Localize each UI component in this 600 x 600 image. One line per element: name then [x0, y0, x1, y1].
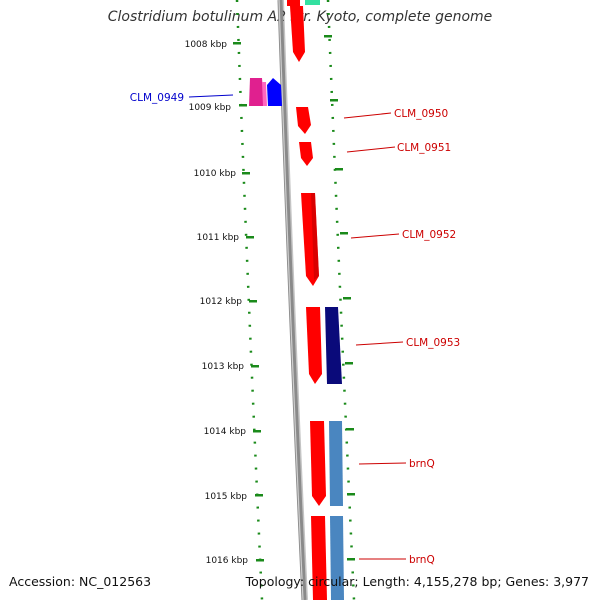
gene-feature-top-green[interactable] — [305, 0, 320, 5]
kbp-label: 1011 kbp — [197, 233, 240, 243]
gene-label-clm-0949[interactable]: CLM_0949 — [130, 92, 184, 104]
gene-feature-forward[interactable] — [290, 6, 305, 62]
gene-feature-clm-0949-magenta[interactable] — [249, 78, 264, 106]
kbp-label: 1010 kbp — [194, 169, 237, 179]
outer-minor-tick — [340, 232, 348, 235]
gene-leader-lines — [188, 94, 407, 560]
outer-minor-tick — [324, 35, 332, 38]
gene-label-clm-0953[interactable]: CLM_0953 — [406, 337, 460, 349]
gene-feature-clm-0952-shade — [311, 193, 319, 280]
leader-line-clm-0953 — [355, 341, 404, 346]
gene-label-brnq-2[interactable]: brnQ — [409, 554, 435, 566]
gene-feature-brnq-steelblue[interactable] — [329, 421, 343, 506]
kbp-label: 1009 kbp — [189, 103, 232, 113]
leader-line-clm-0949 — [188, 94, 234, 98]
kbp-label: 1016 kbp — [206, 556, 249, 566]
gene-features — [249, 0, 344, 600]
gene-label-clm-0952[interactable]: CLM_0952 — [402, 229, 456, 241]
gene-feature-clm-0949-pink[interactable] — [262, 82, 267, 106]
gene-label-brnq[interactable]: brnQ — [409, 458, 435, 470]
inner-scale-track — [235, 0, 264, 600]
kbp-tick — [256, 559, 264, 562]
leader-line-clm-0951 — [346, 146, 396, 153]
kbp-label: 1014 kbp — [204, 427, 247, 437]
kbp-tick — [251, 365, 259, 368]
gene-labels: CLM_0949 CLM_0950 CLM_0951 CLM_0952 CLM_… — [130, 92, 460, 566]
kbp-tick — [239, 104, 247, 107]
kbp-tick — [253, 430, 261, 433]
leader-line-clm-0950 — [343, 112, 392, 119]
gene-label-clm-0950[interactable]: CLM_0950 — [394, 108, 448, 120]
gene-feature-brnq[interactable] — [310, 421, 326, 506]
outer-minor-tick — [335, 168, 343, 171]
outer-minor-tick — [345, 362, 353, 365]
kbp-tick — [249, 300, 257, 303]
gene-feature-clm-0951[interactable] — [299, 142, 313, 166]
kbp-ruler: 1008 kbp 1009 kbp 1010 kbp 1011 kbp 1012… — [185, 40, 264, 566]
kbp-label: 1008 kbp — [185, 40, 228, 50]
gene-feature-clm-0950[interactable] — [296, 107, 311, 134]
gene-feature-brnq-2-steelblue[interactable] — [330, 516, 344, 600]
outer-minor-tick — [347, 493, 355, 496]
gene-feature-clm-0949-blue[interactable] — [267, 78, 282, 106]
outer-minor-tick — [346, 428, 354, 431]
kbp-tick — [242, 172, 250, 175]
backbone — [277, 0, 308, 600]
kbp-tick — [246, 236, 254, 239]
kbp-label: 1013 kbp — [202, 362, 245, 372]
gene-feature-clm-0953[interactable] — [306, 307, 322, 384]
gene-label-clm-0951[interactable]: CLM_0951 — [397, 142, 451, 154]
kbp-tick — [255, 494, 263, 497]
kbp-label: 1015 kbp — [205, 492, 248, 502]
gene-feature-brnq-2[interactable] — [311, 516, 327, 600]
leader-line-brnq — [358, 462, 407, 465]
accession-text: Accession: NC_012563 — [9, 574, 152, 589]
outer-minor-tick — [330, 99, 338, 102]
topology-summary: Topology: circular; Length: 4,155,278 bp… — [245, 574, 589, 589]
outer-minor-tick — [347, 558, 355, 561]
gene-feature-clm-0953-navy[interactable] — [325, 307, 342, 384]
kbp-label: 1012 kbp — [200, 297, 243, 307]
leader-line-clm-0952 — [350, 233, 400, 239]
outer-minor-tick — [343, 297, 351, 300]
backbone-highlight — [278, 0, 304, 600]
backbone-line — [277, 0, 307, 600]
gene-feature-forward[interactable] — [287, 0, 300, 6]
kbp-tick — [233, 42, 241, 45]
outer-scale-track — [326, 0, 356, 600]
